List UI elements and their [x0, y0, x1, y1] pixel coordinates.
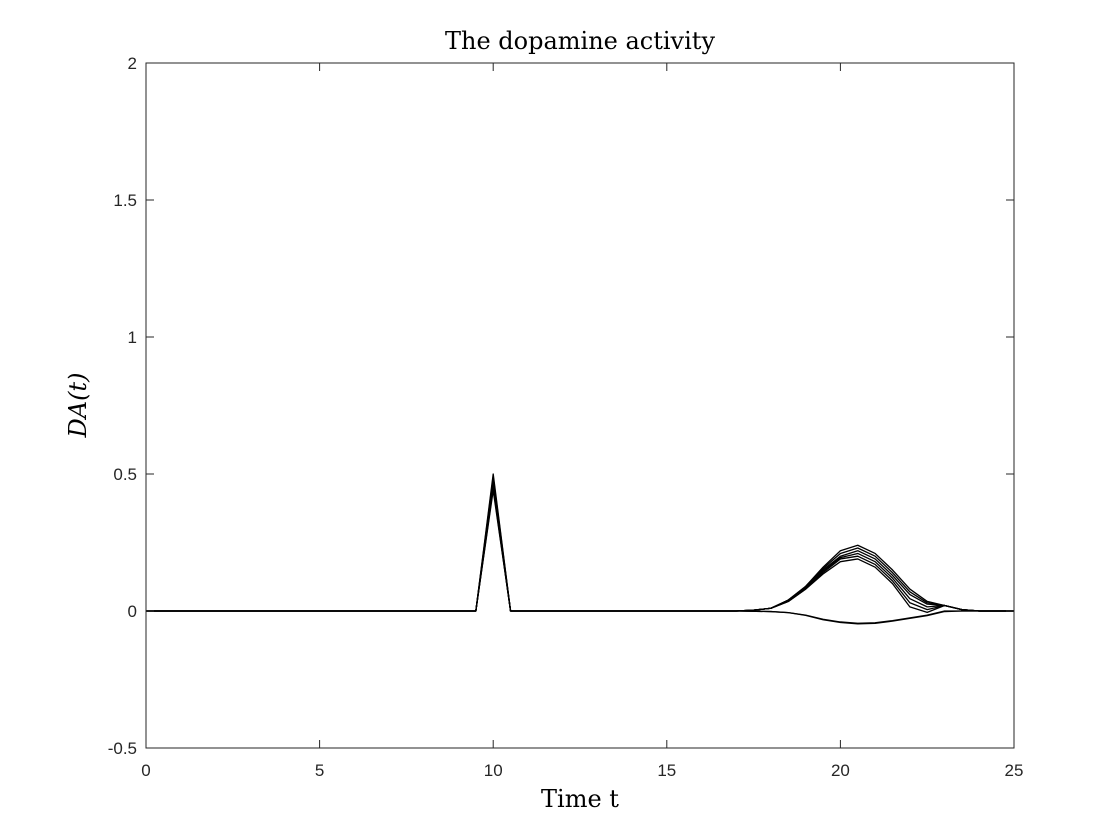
tick-layer: 0 5 10 15 20 25-0.500.511.52	[108, 54, 1024, 780]
y-tick-label: 1.5	[113, 191, 137, 210]
x-tick-label: 0	[141, 761, 150, 780]
y-tick-label: 2	[128, 54, 137, 73]
y-tick-label: 0	[128, 602, 137, 621]
x-axis-label: Time t	[541, 785, 619, 813]
series-line-8	[146, 489, 1014, 625]
x-tick-label: 10	[484, 761, 503, 780]
series-layer	[146, 473, 1014, 625]
y-axis-label: DA(t)	[64, 373, 92, 439]
chart-title: The dopamine activity	[445, 27, 715, 55]
x-tick-label: 15	[657, 761, 676, 780]
x-tick-label: 5	[315, 761, 324, 780]
y-tick-label: -0.5	[108, 739, 137, 758]
y-tick-label: 1	[128, 328, 137, 347]
plot-area-frame	[145, 62, 1015, 749]
y-tick-label: 0.5	[113, 465, 137, 484]
x-tick-label: 20	[831, 761, 850, 780]
x-tick-label: 25	[1005, 761, 1024, 780]
plot-area-background	[146, 63, 1014, 748]
